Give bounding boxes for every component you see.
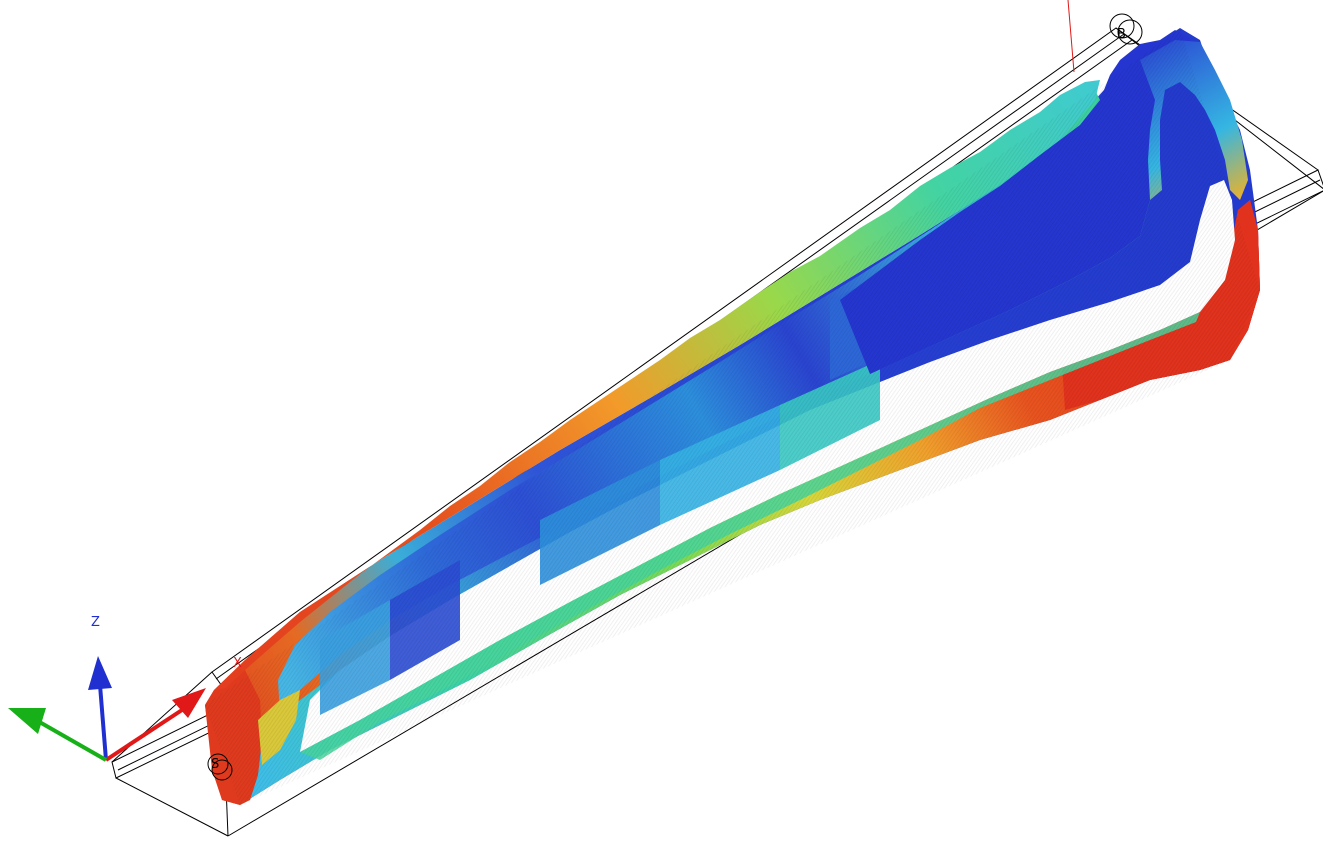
toolpath-surface-upper-rim[interactable] [214,80,1100,690]
end-point-label: B [1117,27,1126,42]
x-axis-label: X [233,656,242,671]
surface-texture [205,28,1260,805]
y-axis-arrow-icon [8,708,46,734]
end-point-marker: B [1109,13,1143,45]
z-axis-arrow-icon [88,656,112,690]
start-point-marker: S [207,753,233,781]
start-point-label: S [211,757,219,772]
z-axis-label: Z [91,615,100,630]
tool-vector-line [1067,0,1075,73]
xyz-axis-triad-icon: Z X [8,615,242,762]
x-axis-arrow-icon [172,688,206,718]
